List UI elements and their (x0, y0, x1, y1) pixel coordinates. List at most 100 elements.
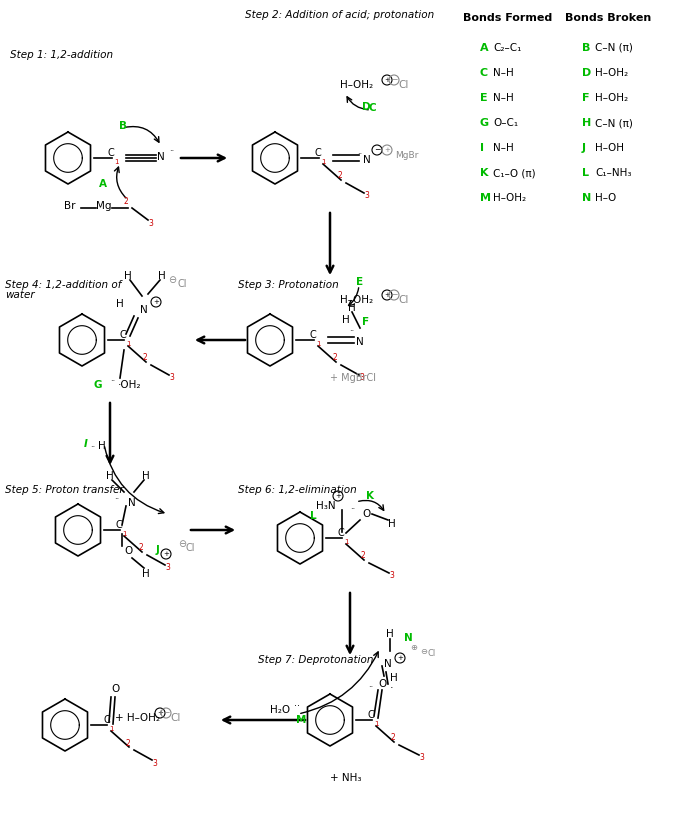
Text: H₃N: H₃N (316, 501, 336, 511)
Text: +: + (153, 299, 159, 305)
Text: H: H (142, 471, 150, 481)
Text: N: N (404, 633, 413, 643)
Text: Cl: Cl (398, 80, 408, 90)
Text: H: H (388, 519, 396, 529)
Text: Mg: Mg (96, 201, 112, 211)
Text: C: C (120, 330, 127, 340)
Text: 1: 1 (114, 159, 119, 165)
Text: C: C (116, 520, 123, 530)
Text: C: C (369, 103, 377, 113)
Text: C₁–NH₃: C₁–NH₃ (595, 168, 632, 178)
Text: B: B (119, 121, 127, 131)
Text: ⊖: ⊖ (178, 539, 186, 549)
Text: N: N (363, 155, 371, 165)
Text: K: K (366, 491, 374, 501)
Text: −: − (374, 146, 380, 155)
Text: H: H (124, 271, 132, 281)
Text: C: C (315, 148, 322, 158)
Text: ··: ·· (169, 147, 174, 156)
Text: ··: ·· (368, 684, 373, 692)
Text: 2: 2 (338, 171, 343, 181)
Text: ⊖: ⊖ (168, 275, 176, 285)
Text: ··: ·· (350, 506, 355, 514)
Text: ⊖: ⊖ (420, 646, 427, 656)
Text: 1: 1 (126, 341, 130, 347)
Text: C: C (310, 330, 316, 340)
Text: 2: 2 (123, 196, 128, 206)
Text: H–OH₂: H–OH₂ (595, 68, 628, 78)
Text: +: + (384, 292, 390, 298)
Text: A: A (480, 43, 489, 53)
Text: H: H (158, 271, 166, 281)
Text: Step 5: Proton transfer: Step 5: Proton transfer (5, 485, 124, 495)
Text: C₂–C₁: C₂–C₁ (493, 43, 521, 53)
Text: O: O (124, 546, 133, 556)
Text: + MgBrCl: + MgBrCl (330, 373, 376, 383)
Text: F: F (582, 93, 589, 103)
Text: Br: Br (64, 201, 76, 211)
Text: Cl: Cl (398, 295, 408, 305)
Text: H: H (98, 441, 105, 451)
Text: +: + (163, 551, 169, 557)
Text: +: + (157, 710, 163, 716)
Text: +: + (384, 77, 390, 83)
Text: C: C (480, 68, 488, 78)
Text: N: N (128, 498, 136, 508)
Text: H–OH: H–OH (595, 143, 624, 153)
Text: Bonds Broken: Bonds Broken (565, 13, 651, 23)
Text: 1: 1 (122, 531, 126, 537)
Text: C₁–O (π): C₁–O (π) (493, 168, 536, 178)
Text: 3: 3 (165, 563, 170, 572)
Text: C–N (π): C–N (π) (595, 43, 633, 53)
Text: ··: ·· (90, 443, 95, 453)
Text: 3: 3 (148, 219, 153, 227)
Text: L: L (582, 168, 589, 178)
Text: C–N (π): C–N (π) (595, 118, 633, 128)
Text: N–H: N–H (493, 143, 514, 153)
Text: N: N (582, 193, 591, 203)
Text: H–O: H–O (595, 193, 616, 203)
Text: 1: 1 (374, 721, 378, 727)
Text: Cl: Cl (428, 650, 437, 658)
Text: N: N (384, 659, 391, 669)
Text: C: C (368, 710, 375, 720)
Text: ··: ·· (114, 496, 119, 504)
Text: A: A (99, 179, 107, 189)
Text: H: H (106, 471, 114, 481)
Text: N: N (140, 305, 148, 315)
Text: G: G (480, 118, 489, 128)
Text: ·OH₂: ·OH₂ (118, 380, 142, 390)
Text: ··: ·· (357, 151, 362, 160)
Text: Step 4: 1,2-addition of: Step 4: 1,2-addition of (5, 280, 121, 290)
Text: N: N (356, 337, 364, 347)
Text: MgBr: MgBr (395, 151, 418, 160)
Text: I: I (84, 439, 88, 449)
Text: Bonds Formed: Bonds Formed (464, 13, 552, 23)
Text: 3: 3 (169, 374, 174, 383)
Text: Cl: Cl (170, 713, 180, 723)
Text: C: C (103, 715, 110, 725)
Text: C: C (108, 148, 115, 158)
Text: 3: 3 (152, 759, 157, 767)
Text: 2: 2 (143, 354, 148, 363)
Text: J: J (582, 143, 586, 153)
Text: 2: 2 (333, 354, 338, 363)
Text: N: N (157, 152, 164, 162)
Text: H: H (142, 569, 150, 579)
Text: O: O (362, 509, 371, 519)
Text: +: + (335, 493, 341, 499)
Text: Cl: Cl (178, 279, 187, 289)
Text: ⊕: ⊕ (410, 643, 417, 652)
Text: ··: ·· (349, 328, 354, 336)
Text: 1: 1 (344, 539, 348, 545)
Text: Step 6: 1,2-elimination: Step 6: 1,2-elimination (238, 485, 357, 495)
Text: + NH₃: + NH₃ (330, 773, 362, 783)
Text: E: E (480, 93, 488, 103)
Text: H: H (386, 629, 393, 639)
Text: 2: 2 (391, 734, 396, 742)
Text: L: L (310, 511, 316, 521)
Text: 3: 3 (389, 572, 394, 581)
Text: 2: 2 (126, 739, 130, 747)
Text: M: M (296, 715, 306, 725)
Text: N–H: N–H (493, 93, 514, 103)
